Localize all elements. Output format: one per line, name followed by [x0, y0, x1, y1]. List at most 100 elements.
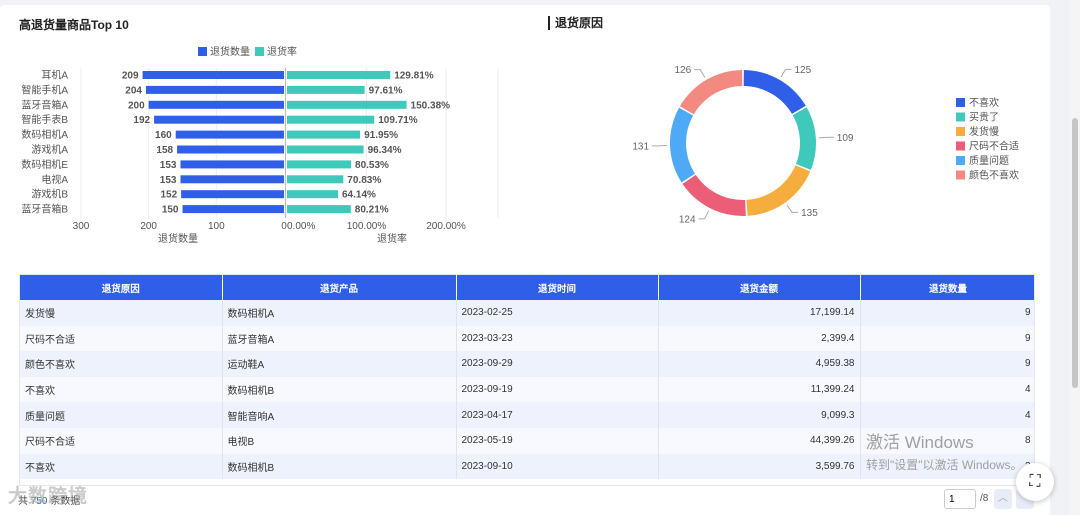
bar-return-rate[interactable] [287, 115, 375, 124]
total-number: 750 [30, 496, 48, 507]
table-cell: 4 [860, 376, 1034, 403]
category-label: 智能手表B [21, 113, 68, 126]
watermark-line2: 转到"设置"以激活 Windows。 [866, 458, 1023, 472]
table-column-header[interactable]: 退货金额 [658, 275, 861, 300]
bar-value-label: 80.53% [355, 160, 389, 171]
scrollbar-thumb[interactable] [1072, 118, 1078, 388]
category-label: 耳机A [41, 69, 68, 82]
table-cell: 2023-03-23 [456, 325, 659, 352]
table-column-header[interactable]: 退货原因 [20, 275, 223, 300]
axis-title: 退货数量 [158, 232, 198, 245]
bar-value-label: 200 [128, 100, 145, 111]
legend-label[interactable]: 退货数量 [210, 45, 250, 58]
table-cell: 发货慢 [20, 300, 223, 326]
bar-return-rate[interactable] [287, 85, 365, 94]
legend-swatch[interactable] [956, 141, 965, 151]
axis-tick-label: 200 [140, 221, 157, 232]
total-prefix: 共 [18, 496, 28, 507]
bar-value-label: 152 [160, 190, 177, 201]
table-cell: 2023-09-10 [456, 453, 659, 480]
bar-return-count[interactable] [181, 190, 284, 199]
donut-slice[interactable] [679, 70, 743, 115]
slice-value-label: 131 [632, 141, 649, 152]
table-column-header[interactable]: 退货数量 [860, 275, 1034, 300]
table-column-header[interactable]: 退货产品 [222, 275, 457, 300]
legend-label[interactable]: 买贵了 [969, 111, 999, 124]
legend-label[interactable]: 发货慢 [969, 125, 999, 138]
bar-return-rate[interactable] [287, 71, 391, 79]
bar-return-rate[interactable] [287, 205, 351, 214]
bar-return-rate[interactable] [287, 160, 352, 169]
table-cell: 11,399.24 [658, 376, 861, 403]
legend-label[interactable]: 退货率 [267, 45, 297, 58]
bar-return-count[interactable] [180, 175, 284, 184]
legend-label[interactable]: 颜色不喜欢 [969, 169, 1019, 182]
category-label: 游戏机B [31, 188, 68, 201]
table-cell: 2023-09-19 [456, 376, 659, 403]
table-row[interactable]: 质量问题 智能音响A 2023-04-17 9,099.3 4 [20, 402, 1034, 428]
bar-return-count[interactable] [180, 160, 284, 169]
page-scrollbar[interactable] [1070, 0, 1080, 515]
donut-slice[interactable] [670, 107, 696, 183]
legend-label[interactable]: 尺码不合适 [969, 140, 1019, 153]
axis-tick-label: 0 [281, 221, 287, 232]
page-total: /8 [980, 493, 989, 504]
page-number-input[interactable] [944, 489, 976, 509]
table-cell: 17,199.14 [658, 300, 861, 326]
bar-return-rate[interactable] [287, 100, 407, 109]
legend-swatch[interactable] [956, 170, 965, 180]
table-row[interactable]: 发货慢 数码相机A 2023-02-25 17,199.14 9 [20, 300, 1034, 326]
bar-return-count[interactable] [142, 71, 284, 79]
slice-value-label: 126 [675, 65, 692, 76]
axis-tick-label: 300 [73, 221, 90, 232]
donut-slice[interactable] [682, 174, 746, 216]
bar-value-label: 96.34% [368, 145, 402, 156]
bar-return-rate[interactable] [287, 145, 364, 154]
bar-return-count[interactable] [145, 85, 284, 94]
legend-swatch[interactable] [198, 47, 207, 56]
table-cell: 2023-04-17 [456, 402, 659, 428]
table-row[interactable]: 尺码不合适 电视B 2023-05-19 44,399.26 8 [20, 427, 1034, 454]
return-reason-title: 退货原因 [548, 16, 603, 30]
slice-value-label: 135 [801, 208, 818, 219]
legend-swatch[interactable] [255, 47, 264, 56]
bar-value-label: 109.71% [378, 115, 418, 126]
table-row[interactable]: 颜色不喜欢 运动鞋A 2023-09-29 4,959.38 9 [20, 351, 1034, 377]
axis-tick-label: 200.00% [426, 221, 466, 232]
watermark-line1: 激活 Windows [866, 433, 974, 452]
category-label: 数码相机E [21, 158, 68, 171]
table-footer: 共 750 条数据 大数跨境 /8 ︿ ﹀ [0, 486, 1050, 515]
table-cell: 数码相机A [222, 300, 457, 326]
returns-table-container: 退货原因 退货产品 退货时间 退货金额 退货数量 发货慢 数码相机A 2023-02-25 1… [19, 274, 1035, 486]
fullscreen-button[interactable]: ⛶ [1016, 463, 1054, 501]
legend-swatch[interactable] [956, 127, 965, 136]
bar-return-rate[interactable] [287, 175, 344, 184]
donut-slice[interactable] [792, 107, 816, 170]
table-cell: 电视B [222, 427, 457, 454]
bar-value-label: 153 [160, 175, 177, 186]
donut-slice[interactable] [746, 165, 811, 216]
bar-return-count[interactable] [175, 130, 284, 139]
bar-return-rate[interactable] [287, 130, 361, 139]
legend-swatch[interactable] [956, 156, 965, 165]
legend-label[interactable]: 质量问题 [969, 154, 1009, 167]
table-column-header[interactable]: 退货时间 [456, 275, 659, 300]
legend-swatch[interactable] [956, 98, 965, 107]
donut-slice[interactable] [743, 70, 806, 114]
axis-tick-label: 100.00% [347, 221, 387, 232]
legend-label[interactable]: 不喜欢 [969, 96, 999, 109]
table-cell: 尺码不合适 [20, 325, 223, 352]
bar-return-count[interactable] [154, 115, 284, 124]
prev-page-button[interactable]: ︿ [994, 489, 1012, 509]
bar-return-rate[interactable] [287, 190, 338, 199]
table-row[interactable]: 尺码不合适 蓝牙音箱A 2023-03-23 2,399.4 9 [20, 325, 1034, 352]
top10-chart-title: 高退货量商品Top 10 [19, 18, 129, 32]
table-cell: 质量问题 [20, 402, 223, 428]
bar-value-label: 192 [133, 115, 150, 126]
bar-return-count[interactable] [148, 100, 284, 109]
bar-return-count[interactable] [177, 145, 284, 154]
table-row[interactable]: 不喜欢 数码相机B 2023-09-19 11,399.24 4 [20, 376, 1034, 403]
legend-swatch[interactable] [956, 112, 965, 122]
bar-return-count[interactable] [182, 205, 285, 214]
